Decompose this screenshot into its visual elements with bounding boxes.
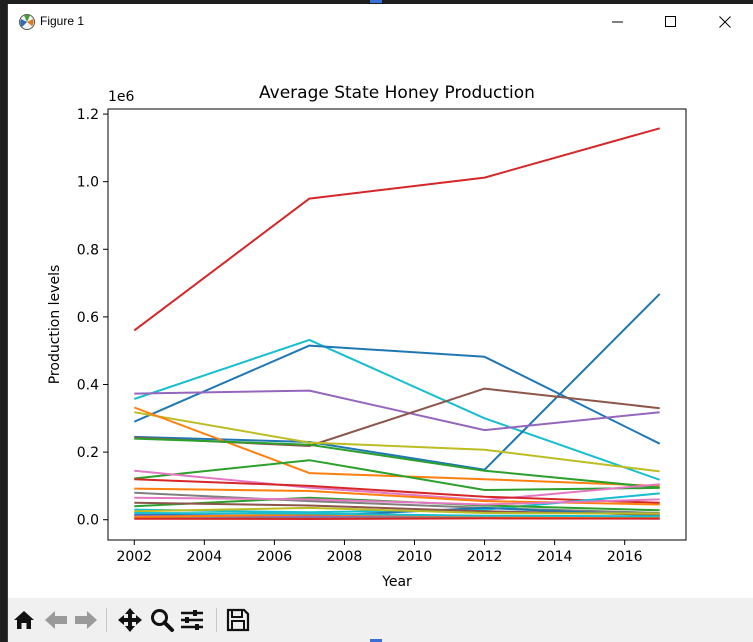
x-tick-label: 2014 [537, 549, 573, 565]
arrow-left-icon [45, 611, 67, 629]
series-layer [133, 127, 661, 520]
x-tick-label: 2006 [257, 549, 293, 565]
minimize-icon [612, 21, 623, 23]
forward-button[interactable] [72, 606, 100, 634]
minimize-button[interactable] [593, 4, 643, 40]
window-title: Figure 1 [40, 14, 85, 28]
toolbar-separator [216, 608, 217, 632]
close-button[interactable] [700, 4, 750, 40]
x-axis-label: Year [381, 574, 412, 590]
series-line-1 [133, 127, 660, 332]
line-chart: 2002 2004 2006 2008 2010 2012 2014 2016 0.00.20… [47, 83, 687, 590]
x-tick-label: 2012 [467, 549, 503, 565]
floppy-disk-icon [226, 608, 250, 632]
series-line-7 [134, 411, 660, 473]
arrow-right-icon [75, 611, 97, 629]
y-tick-label: 0.6 [77, 310, 99, 326]
series-line-10 [134, 459, 660, 491]
x-tick-label: 2008 [327, 549, 363, 565]
back-button[interactable] [42, 606, 70, 634]
sliders-icon [181, 610, 203, 630]
move-icon [118, 608, 142, 632]
series-line-2 [133, 338, 661, 481]
series-line-9 [134, 437, 660, 489]
y-tick-label: 0.4 [77, 378, 99, 394]
y-tick-label: 1.2 [77, 107, 99, 123]
save-button[interactable] [224, 606, 252, 634]
y-axis-label: Production levels [47, 265, 63, 385]
home-button[interactable] [10, 606, 38, 634]
navigation-toolbar [8, 598, 753, 642]
taskbar-accent [370, 0, 382, 3]
magnifier-icon [151, 609, 174, 632]
y-axis: 0.0 0.2 0.4 0.6 0.8 1.0 1.2 [77, 107, 108, 529]
series-line-25 [134, 512, 660, 518]
series-line-3 [133, 344, 661, 445]
x-tick-label: 2004 [187, 549, 223, 565]
series-line-24 [134, 517, 660, 520]
chart-title: Average State Honey Production [259, 83, 535, 103]
close-icon [719, 16, 731, 28]
series-line-8 [133, 406, 660, 487]
zoom-button[interactable] [148, 606, 176, 634]
series-line-4 [134, 293, 661, 471]
configure-subplots-button[interactable] [178, 606, 206, 634]
x-tick-label: 2016 [607, 549, 643, 565]
y-offset-text: 1e6 [108, 89, 135, 105]
pan-button[interactable] [116, 606, 144, 634]
series-line-14 [134, 491, 660, 514]
y-tick-label: 0.2 [77, 445, 99, 461]
toolbar-separator [106, 608, 107, 632]
series-line-11 [134, 469, 660, 502]
maximize-icon [665, 16, 676, 27]
series-line-12 [134, 478, 660, 504]
x-tick-label: 2010 [397, 549, 433, 565]
x-tick-label: 2002 [116, 549, 152, 565]
y-tick-label: 0.0 [77, 513, 99, 529]
title-bar[interactable]: Figure 1 [8, 4, 753, 40]
series-line-5 [134, 389, 660, 432]
figure-canvas[interactable]: 2002 2004 2006 2008 2010 2012 2014 2016 0.0 0.2 0… [8, 40, 753, 598]
series-line-20 [134, 506, 660, 515]
figure-window: Figure 1 2002 2004 2006 2008 2010 2012 2014 201… [7, 4, 753, 642]
series-line-19 [134, 496, 660, 506]
x-axis: 2002 2004 2006 2008 2010 2012 2014 2016 [116, 540, 643, 565]
y-tick-label: 1.0 [77, 175, 99, 191]
maximize-button[interactable] [646, 4, 696, 40]
home-icon [14, 611, 34, 629]
axes-frame [107, 108, 687, 541]
matplotlib-icon [18, 13, 36, 31]
taskbar-accent [370, 639, 382, 642]
y-tick-label: 0.8 [77, 242, 99, 258]
